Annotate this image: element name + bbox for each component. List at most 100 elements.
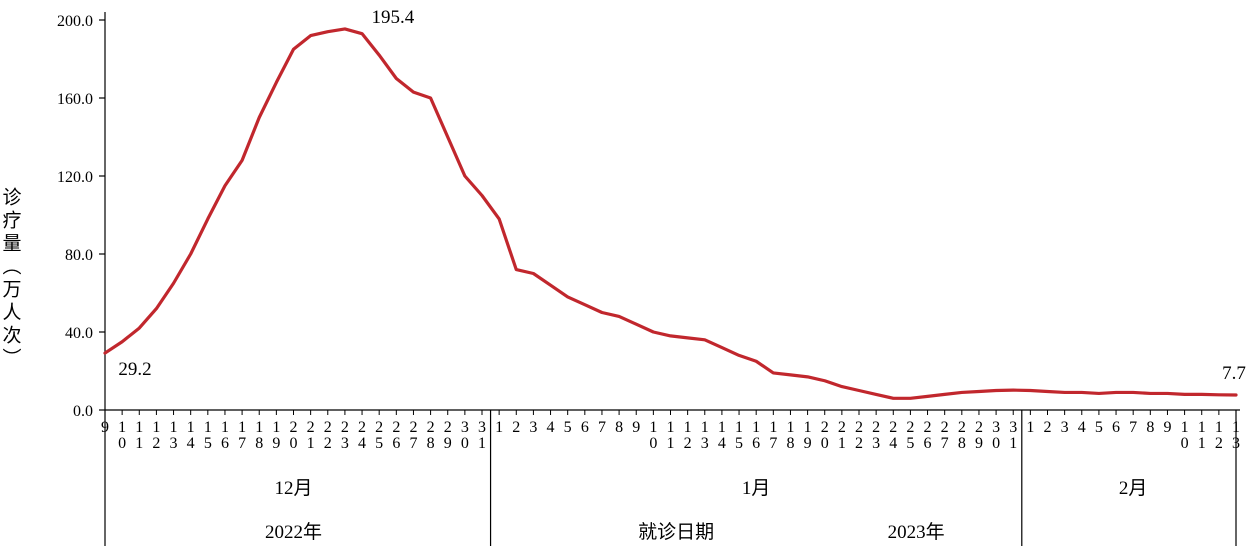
svg-text:2: 2	[684, 435, 692, 452]
svg-text:5: 5	[735, 435, 743, 452]
svg-text:7.7: 7.7	[1222, 363, 1246, 384]
svg-text:2: 2	[512, 419, 520, 436]
svg-text:0: 0	[290, 435, 298, 452]
svg-text:2: 2	[409, 419, 417, 436]
svg-text:4: 4	[1078, 419, 1086, 436]
svg-text:195.4: 195.4	[372, 7, 415, 28]
svg-text:7: 7	[769, 435, 777, 452]
svg-text:120.0: 120.0	[57, 169, 93, 186]
svg-text:0: 0	[461, 435, 469, 452]
svg-text:4: 4	[889, 435, 897, 452]
svg-text:0: 0	[649, 435, 657, 452]
svg-text:3: 3	[1009, 419, 1017, 436]
svg-text:2: 2	[358, 419, 366, 436]
svg-text:7: 7	[409, 435, 417, 452]
svg-text:3: 3	[341, 435, 349, 452]
svg-text:3: 3	[529, 419, 537, 436]
svg-text:8: 8	[427, 435, 435, 452]
svg-text:8: 8	[786, 435, 794, 452]
svg-text:5: 5	[1095, 419, 1103, 436]
svg-text:5: 5	[204, 435, 212, 452]
svg-text:4: 4	[358, 435, 366, 452]
svg-text:9: 9	[444, 435, 452, 452]
svg-text:2: 2	[958, 419, 966, 436]
svg-text:1: 1	[649, 419, 657, 436]
svg-text:80.0: 80.0	[65, 247, 93, 264]
svg-text:1: 1	[1198, 435, 1206, 452]
svg-text:2: 2	[975, 419, 983, 436]
svg-text:2023年: 2023年	[888, 521, 945, 543]
svg-text:1: 1	[238, 419, 246, 436]
y-axis-label: 诊疗量（万人次）	[0, 187, 24, 371]
svg-text:3: 3	[1061, 419, 1069, 436]
svg-text:1: 1	[1181, 419, 1189, 436]
svg-text:1: 1	[1009, 435, 1017, 452]
svg-text:1: 1	[135, 419, 143, 436]
svg-text:9: 9	[1163, 419, 1171, 436]
svg-text:1: 1	[718, 419, 726, 436]
svg-text:1月: 1月	[742, 478, 771, 499]
svg-text:0: 0	[118, 435, 126, 452]
svg-text:6: 6	[392, 435, 400, 452]
svg-text:1: 1	[1198, 419, 1206, 436]
svg-text:2: 2	[838, 419, 846, 436]
svg-text:3: 3	[478, 419, 486, 436]
svg-text:1: 1	[307, 435, 315, 452]
svg-text:1: 1	[255, 419, 263, 436]
svg-text:1: 1	[204, 419, 212, 436]
svg-text:1: 1	[838, 435, 846, 452]
svg-text:2: 2	[341, 419, 349, 436]
svg-text:3: 3	[701, 435, 709, 452]
svg-text:6: 6	[581, 419, 589, 436]
svg-text:29.2: 29.2	[118, 359, 151, 380]
svg-text:就诊日期: 就诊日期	[638, 521, 714, 543]
svg-text:1: 1	[735, 419, 743, 436]
svg-text:2: 2	[307, 419, 315, 436]
svg-text:160.0: 160.0	[57, 91, 93, 108]
svg-text:2: 2	[290, 419, 298, 436]
svg-text:5: 5	[375, 435, 383, 452]
svg-text:1: 1	[1215, 419, 1223, 436]
svg-text:5: 5	[906, 435, 914, 452]
svg-text:4: 4	[718, 435, 726, 452]
svg-text:1: 1	[272, 419, 280, 436]
svg-text:1: 1	[667, 419, 675, 436]
svg-text:3: 3	[170, 435, 178, 452]
svg-text:0: 0	[992, 435, 1000, 452]
svg-text:1: 1	[221, 419, 229, 436]
svg-text:3: 3	[872, 435, 880, 452]
svg-text:9: 9	[632, 419, 640, 436]
svg-text:9: 9	[272, 435, 280, 452]
svg-text:7: 7	[598, 419, 606, 436]
svg-text:8: 8	[255, 435, 263, 452]
svg-text:2: 2	[392, 419, 400, 436]
svg-text:1: 1	[769, 419, 777, 436]
svg-text:1: 1	[118, 419, 126, 436]
svg-text:7: 7	[238, 435, 246, 452]
svg-text:7: 7	[1129, 419, 1137, 436]
svg-text:2: 2	[427, 419, 435, 436]
svg-text:1: 1	[804, 419, 812, 436]
svg-text:2: 2	[152, 435, 160, 452]
svg-text:1: 1	[170, 419, 178, 436]
svg-text:0.0: 0.0	[73, 403, 93, 420]
svg-text:2: 2	[324, 435, 332, 452]
svg-text:1: 1	[478, 435, 486, 452]
svg-text:200.0: 200.0	[57, 13, 93, 30]
svg-text:0: 0	[821, 435, 829, 452]
svg-text:6: 6	[1112, 419, 1120, 436]
svg-text:1: 1	[684, 419, 692, 436]
svg-text:2: 2	[889, 419, 897, 436]
svg-text:4: 4	[547, 419, 555, 436]
svg-text:5: 5	[564, 419, 572, 436]
svg-text:1: 1	[752, 419, 760, 436]
svg-text:8: 8	[958, 435, 966, 452]
svg-text:2: 2	[855, 419, 863, 436]
svg-text:1: 1	[786, 419, 794, 436]
svg-text:8: 8	[1146, 419, 1154, 436]
svg-text:2: 2	[941, 419, 949, 436]
svg-text:2: 2	[1044, 419, 1052, 436]
svg-text:2: 2	[375, 419, 383, 436]
svg-text:4: 4	[187, 435, 195, 452]
svg-text:2: 2	[444, 419, 452, 436]
